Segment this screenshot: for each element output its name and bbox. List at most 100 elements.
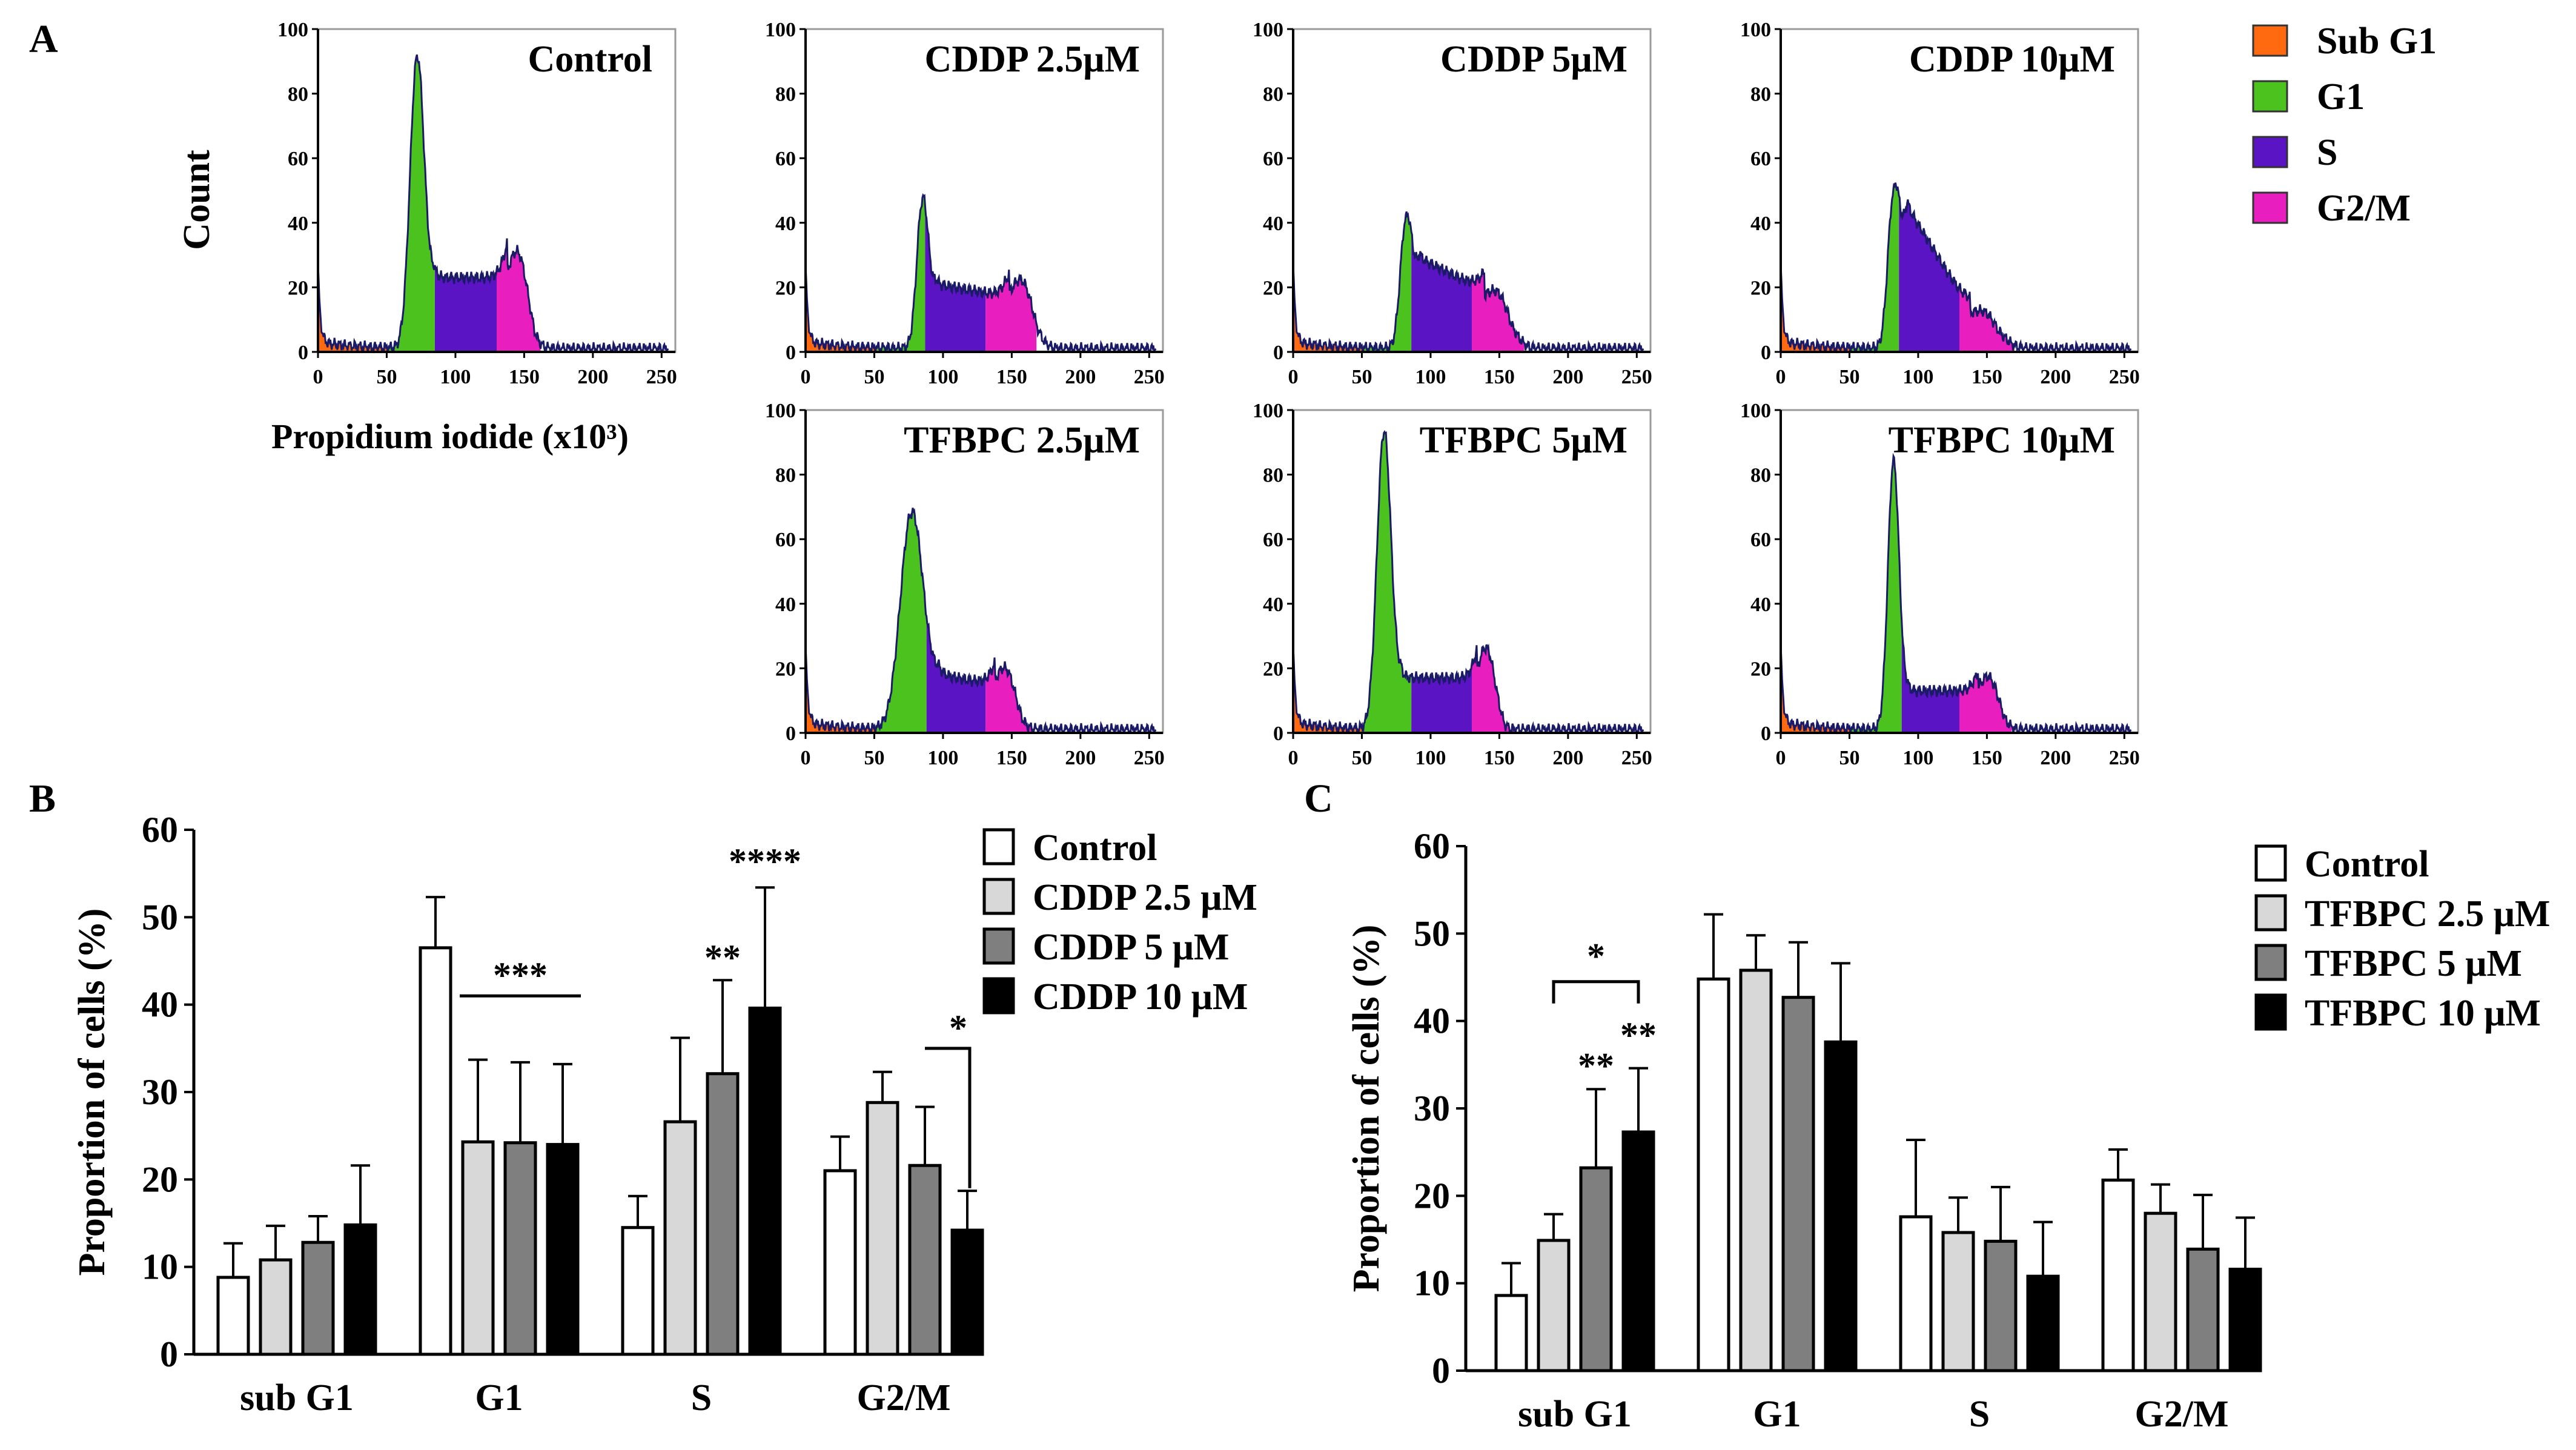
bar-category-label-g2-m: G2/M xyxy=(857,1377,951,1419)
histogram-trace xyxy=(1292,211,1644,354)
bar-control-g2-m xyxy=(823,1169,857,1356)
histogram-y-tick-label: 20 xyxy=(288,277,308,299)
bar-tfbpc-2-5-m-g2-m xyxy=(2144,1211,2177,1372)
histogram-x-tick-label: 200 xyxy=(1065,747,1096,769)
histogram-x-tick-label: 100 xyxy=(927,366,958,388)
bar-legend-label-cddp-5-m: CDDP 5 μM xyxy=(1033,927,1229,968)
bar-legend-swatch-tfbpc-2-5-m xyxy=(2254,894,2287,932)
histogram-phase-area xyxy=(1411,663,1472,733)
histogram-y-tick-label: 40 xyxy=(1263,213,1283,235)
histogram-x-tick-label: 150 xyxy=(1972,747,2002,769)
bar-tfbpc-10-m-s xyxy=(2026,1274,2060,1372)
cddp-bar-chart: 0 10 20 30 40 50 60 Proportion of cells (%) sub … xyxy=(71,810,1257,1419)
bar-y-tick-label: 60 xyxy=(142,810,178,850)
bar-legend-label-cddp-10-m: CDDP 10 μM xyxy=(1033,976,1248,1018)
histogram-y-tick-label: 20 xyxy=(775,277,796,299)
histogram-x-tick-label: 0 xyxy=(801,747,811,769)
histogram-title: TFBPC 2.5μM xyxy=(904,420,1140,461)
histogram-x-tick-label: 250 xyxy=(1621,366,1652,388)
histogram-x-tick-label: 200 xyxy=(2040,366,2071,388)
histogram-x-tick-label: 100 xyxy=(927,747,958,769)
histogram-x-tick-label: 150 xyxy=(509,366,540,388)
histogram-y-tick-label: 40 xyxy=(775,594,796,616)
significance-mark: **** xyxy=(729,841,801,881)
histogram-y-tick-label: 80 xyxy=(1263,465,1283,487)
histogram-y-tick-label: 60 xyxy=(1263,529,1283,551)
bar-tfbpc-2-5-m-sub-g1 xyxy=(1537,1239,1571,1372)
bar-y-tick-label: 10 xyxy=(1414,1263,1450,1303)
bar-cddp-5-m-sub-g1 xyxy=(301,1240,335,1356)
histogram-y-tick-label: 0 xyxy=(786,723,796,745)
histogram-x-tick-label: 50 xyxy=(376,366,397,388)
histogram-trace xyxy=(804,508,1157,735)
histogram-y-tick-label: 0 xyxy=(1761,723,1771,745)
histogram-title: TFBPC 10μM xyxy=(1889,420,2115,461)
bar-tfbpc-10-m-g1 xyxy=(1824,1040,1858,1372)
histogram-x-tick-label: 250 xyxy=(1134,366,1165,388)
significance-mark: ** xyxy=(1620,1015,1657,1055)
bar-legend-label-tfbpc-10-m: TFBPC 10 μM xyxy=(2305,993,2541,1034)
histogram-y-tick-label: 80 xyxy=(288,84,308,106)
significance-bracket xyxy=(1552,980,1640,1004)
bar-tfbpc-10-m-g2-m xyxy=(2228,1268,2262,1372)
histogram-x-tick-label: 200 xyxy=(2040,747,2071,769)
bar-category-label-g1: G1 xyxy=(1753,1394,1801,1435)
histogram-trace xyxy=(1780,452,2132,735)
histogram-x-tick-label: 100 xyxy=(440,366,471,388)
bar-cddp-10-m-g2-m xyxy=(950,1228,984,1356)
bar-legend-label-tfbpc-2-5-m: TFBPC 2.5 μM xyxy=(2305,893,2550,935)
histogram-y-tick-label: 20 xyxy=(1750,277,1771,299)
histogram-y-tick-label: 20 xyxy=(1263,658,1283,680)
histogram-x-tick-label: 250 xyxy=(1621,747,1652,769)
legend-swatch-g1 xyxy=(2252,80,2288,113)
bar-tfbpc-5-m-sub-g1 xyxy=(1579,1166,1613,1372)
panel-label-c: C xyxy=(1304,776,1333,821)
histogram-y-tick-label: 40 xyxy=(775,213,796,235)
bar-cddp-2-5-m-g1 xyxy=(461,1140,495,1356)
bar-category-label-s: S xyxy=(691,1377,712,1419)
histogram-x-tick-label: 50 xyxy=(864,747,884,769)
histogram-legend: Sub G1 G1 S G2/M xyxy=(2252,21,2437,229)
bar-y-tick-label: 0 xyxy=(160,1334,178,1374)
histogram-y-tick-label: 100 xyxy=(1740,400,1771,422)
bar-legend-label-cddp-2-5-m: CDDP 2.5 μM xyxy=(1033,877,1257,918)
bar-y-tick-label: 40 xyxy=(1414,1001,1450,1041)
histogram-x-tick-label: 250 xyxy=(1134,747,1165,769)
bar-category-label-sub-g1: sub G1 xyxy=(240,1377,354,1419)
tfbpc-bar-chart: 0 10 20 30 40 50 60 Proportion of cells (%) sub … xyxy=(1346,826,2550,1435)
histogram-y-tick-label: 100 xyxy=(1253,19,1283,41)
legend-label-s: S xyxy=(2317,132,2337,173)
histogram-x-tick-label: 200 xyxy=(1065,366,1096,388)
bar-y-axis-label: Proportion of cells (%) xyxy=(1346,925,1387,1293)
bar-y-tick-label: 20 xyxy=(142,1159,178,1199)
bar-control-g1 xyxy=(1697,977,1730,1372)
significance-bracket xyxy=(925,1047,972,1188)
bar-y-tick-label: 20 xyxy=(1414,1176,1450,1216)
histogram-phase-area xyxy=(925,206,986,352)
histogram-phase-area xyxy=(1362,432,1412,733)
histogram-tfbpc-2-5-m: 0 20 40 60 80 100 0 50 100 150 200 250 TFBPC 2.5μM xyxy=(765,400,1165,769)
histogram-y-tick-label: 40 xyxy=(1750,213,1771,235)
histogram-y-tick-label: 80 xyxy=(1750,84,1771,106)
bar-cddp-10-m-s xyxy=(748,1006,782,1356)
bar-category-label-g1: G1 xyxy=(475,1377,523,1419)
histogram-x-tick-label: 50 xyxy=(1351,366,1372,388)
histogram-phase-area xyxy=(1899,196,1959,352)
bar-cddp-2-5-m-g2-m xyxy=(866,1101,899,1356)
histogram-trace xyxy=(1780,182,2132,354)
histogram-y-tick-label: 20 xyxy=(1750,658,1771,680)
histogram-title: TFBPC 5μM xyxy=(1420,420,1627,461)
histogram-title: CDDP 5μM xyxy=(1440,39,1627,80)
histogram-x-tick-label: 100 xyxy=(1902,747,1933,769)
histogram-trace xyxy=(804,193,1157,354)
bar-control-sub-g1 xyxy=(216,1276,250,1356)
histogram-y-tick-label: 60 xyxy=(1750,148,1771,170)
histogram-y-tick-label: 20 xyxy=(775,658,796,680)
histogram-y-tick-label: 0 xyxy=(298,342,308,364)
histogram-y-tick-label: 20 xyxy=(1263,277,1283,299)
histogram-y-tick-label: 80 xyxy=(1263,84,1283,106)
legend-label-g1: G1 xyxy=(2317,76,2365,118)
histogram-y-tick-label: 60 xyxy=(1263,148,1283,170)
histogram-control: 0 20 40 60 80 100 0 50 100 150 200 250 Control xyxy=(277,19,677,388)
